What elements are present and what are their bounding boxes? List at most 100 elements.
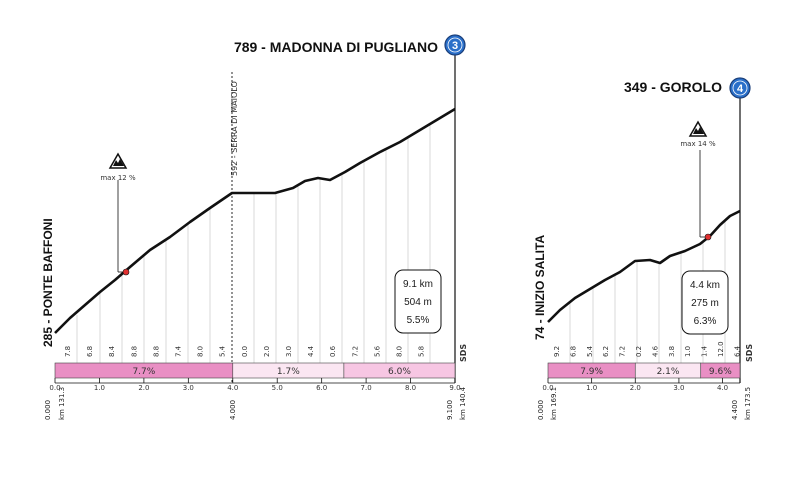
- profile-a-badge-number: 3: [452, 40, 458, 52]
- axis-tick-label: 0.0: [542, 384, 553, 392]
- warning-icon: [688, 120, 708, 137]
- axis-tick-label: 9.0: [449, 384, 460, 392]
- grade-value: 8.0: [396, 346, 404, 357]
- profile-b-badge-number: 4: [737, 83, 744, 95]
- grade-value: 2.0: [263, 346, 271, 357]
- segment-bar: [700, 362, 741, 379]
- grade-value: 6.4: [733, 345, 741, 357]
- profile-a-max-point: [122, 268, 130, 276]
- profile-b-grade-values: 9.2 6.8 5.4 6.2 7.2 0.2 4.6 3.8 1.0 1.4 12.0 6.4: [553, 341, 741, 357]
- profile-a-max-grade: max 12 %: [100, 174, 136, 182]
- axis-tick-label: 3.0: [183, 384, 194, 392]
- grade-value: 5.6: [373, 345, 381, 357]
- grade-value: 6.8: [86, 346, 94, 357]
- profile-b-info-box: 4.4 km 275 m 6.3%: [681, 270, 729, 335]
- segment-grade: 9.6%: [709, 367, 732, 377]
- profile-a-grid: [76, 124, 431, 363]
- profile-a-sds: SDS: [459, 344, 468, 362]
- profile-a-avg: 5.5%: [407, 315, 430, 326]
- profile-b-start-km: km 169.1: [550, 387, 558, 420]
- profile-a-area: [55, 109, 455, 363]
- axis-tick-label: 0.0: [49, 384, 60, 392]
- segment-grade: 7.9%: [580, 367, 603, 377]
- profile-b-avg: 6.3%: [694, 316, 717, 327]
- profile-b-start-label: 74 - INIZIO SALITA: [533, 235, 547, 340]
- grade-value: 9.2: [553, 346, 561, 357]
- grade-value: 8.8: [130, 346, 138, 357]
- axis-tick-label: 2.0: [630, 384, 641, 392]
- profile-b-sds: SDS: [745, 344, 754, 362]
- segment-grade: 7.7%: [132, 367, 155, 377]
- profile-b-start-dist: 0.000: [537, 400, 545, 420]
- axis-tick-label: 2.0: [138, 384, 149, 392]
- profile-a-mid-label: 592 - SERRA DI MAIOLO: [230, 81, 239, 176]
- grade-value: 7.4: [175, 345, 183, 357]
- axis-tick-label: 5.0: [272, 384, 283, 392]
- grade-value: 7.2: [619, 346, 627, 357]
- profile-b-climb-badge: 4: [729, 77, 751, 99]
- profile-b-axis: 0.0 1.0 2.0 3.0 4.0: [542, 378, 740, 392]
- grade-value: 1.0: [684, 346, 692, 357]
- profile-a-climb-badge: 3: [444, 34, 466, 56]
- profile-madonna-di-pugliano: 7.8 6.8 8.4 8.8 8.8 7.4 8.0 5.4 0.0 2.0 3.0 4.4 0.6 7…: [41, 34, 468, 420]
- axis-tick-label: 4.0: [717, 384, 728, 392]
- profile-a-start-label: 285 - PONTE BAFFONI: [41, 218, 55, 347]
- grade-value: 0.0: [241, 346, 249, 357]
- segment-grade: 6.0%: [388, 367, 411, 377]
- grade-value: 8.8: [152, 346, 160, 357]
- profile-a-axis: 0.0 1.0 2.0 3.0 4.0 5.0 6.0 7.0 8.0 9.0: [49, 378, 461, 392]
- profile-b-end-km: km 173.5: [744, 387, 752, 420]
- profile-a-end-km: km 140.4: [459, 386, 467, 420]
- axis-tick-label: 1.0: [586, 384, 597, 392]
- segment-bar: [343, 362, 456, 379]
- profile-b-gain: 275 m: [691, 298, 719, 309]
- profile-b-title: 349 - GOROLO: [624, 79, 722, 95]
- warning-icon: [108, 152, 128, 169]
- profile-a-grade-values: 7.8 6.8 8.4 8.8 8.8 7.4 8.0 5.4 0.0 2.0 3.0 4.4 0.6 7…: [64, 345, 426, 357]
- grade-value: 7.8: [64, 346, 72, 357]
- profile-b-max-grade: max 14 %: [680, 140, 716, 148]
- grade-value: 0.2: [635, 346, 643, 357]
- grade-value: 1.4: [701, 345, 709, 357]
- segment-grade: 2.1%: [657, 367, 680, 377]
- profile-gorolo: 9.2 6.8 5.4 6.2 7.2 0.2 4.6 3.8 1.0 1.4 12.0 6.4 7.…: [533, 77, 754, 420]
- axis-tick-label: 3.0: [673, 384, 684, 392]
- grade-value: 0.6: [329, 345, 337, 357]
- profile-a-title: 789 - MADONNA DI PUGLIANO: [234, 39, 438, 55]
- grade-value: 6.8: [569, 346, 577, 357]
- grade-value: 3.8: [668, 346, 676, 357]
- grade-value: 4.4: [307, 345, 315, 357]
- segment-grade: 1.7%: [277, 367, 300, 377]
- axis-tick-label: 4.0: [227, 384, 238, 392]
- axis-tick-label: 6.0: [316, 384, 327, 392]
- profile-b-elevation-line: [547, 209, 741, 323]
- profile-b-length: 4.4 km: [690, 280, 720, 291]
- profile-a-start-km: km 131.3: [58, 387, 66, 420]
- profile-a-mid-dist: 4.000: [229, 400, 237, 420]
- profile-b-end-dist: 4.400: [731, 400, 739, 420]
- profile-a-end-dist: 9.100: [446, 400, 454, 420]
- grade-value: 8.0: [197, 346, 205, 357]
- grade-value: 5.8: [418, 346, 426, 357]
- grade-value: 12.0: [717, 341, 725, 357]
- grade-value: 8.4: [108, 345, 116, 357]
- profile-b-max-point: [704, 233, 712, 241]
- grade-value: 4.6: [651, 345, 659, 357]
- grade-value: 3.0: [285, 346, 293, 357]
- profile-a-length: 9.1 km: [403, 279, 433, 290]
- grade-value: 5.4: [219, 345, 227, 357]
- axis-tick-label: 1.0: [94, 384, 105, 392]
- profile-a-info-box: 9.1 km 504 m 5.5%: [394, 269, 442, 334]
- grade-value: 6.2: [602, 346, 610, 357]
- axis-tick-label: 8.0: [405, 384, 416, 392]
- profile-a-gain: 504 m: [404, 297, 432, 308]
- profile-a-elevation-line: [54, 107, 456, 334]
- profile-a-segment-band: 7.7% 1.7% 6.0%: [54, 362, 456, 379]
- grade-value: 5.4: [586, 345, 594, 357]
- profile-b-grid: [569, 220, 726, 363]
- profile-a-start-dist: 0.000: [44, 400, 52, 420]
- axis-tick-label: 7.0: [361, 384, 372, 392]
- profile-b-segment-band: 7.9% 2.1% 9.6%: [547, 362, 741, 379]
- grade-value: 7.2: [351, 346, 359, 357]
